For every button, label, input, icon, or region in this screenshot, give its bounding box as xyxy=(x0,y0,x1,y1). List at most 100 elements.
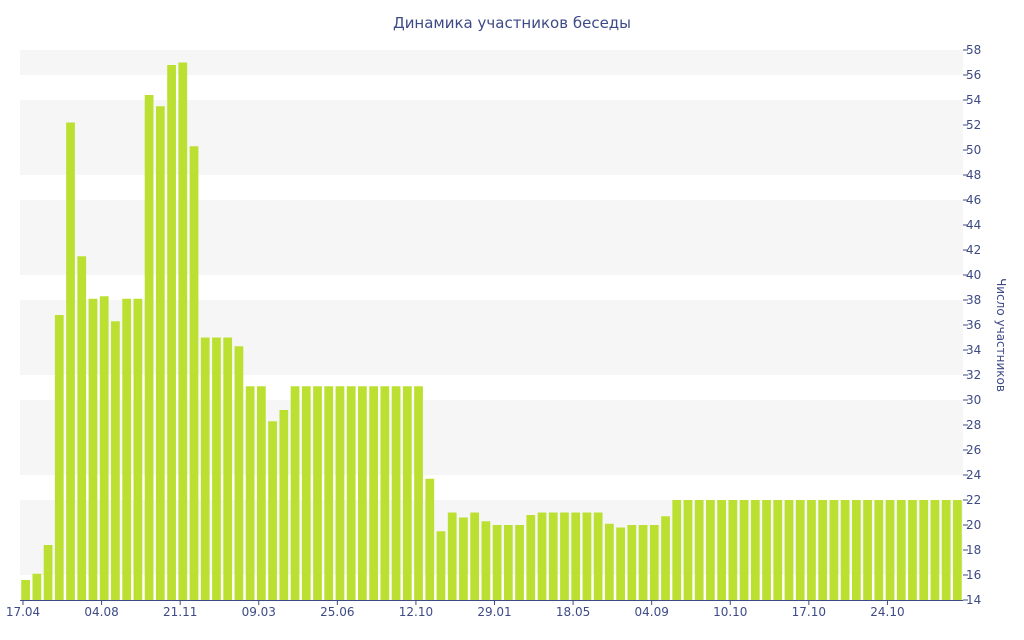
bar xyxy=(930,500,940,600)
y-tick-label: 42 xyxy=(966,243,981,257)
y-tick-label: 14 xyxy=(966,593,981,607)
bar xyxy=(739,500,749,600)
bar xyxy=(256,386,266,600)
bar xyxy=(358,386,367,600)
bar xyxy=(829,500,839,600)
bar xyxy=(492,525,502,600)
bar xyxy=(335,386,345,600)
grid-band xyxy=(20,175,963,200)
bar xyxy=(212,337,221,600)
bar xyxy=(649,525,659,600)
bar xyxy=(919,500,929,600)
bar xyxy=(88,298,98,600)
x-tick-label: 17.04 xyxy=(6,605,40,619)
bar xyxy=(279,410,289,600)
bar xyxy=(391,386,401,600)
bar xyxy=(346,386,356,600)
bar xyxy=(200,337,210,600)
bar xyxy=(683,500,693,600)
bar xyxy=(661,516,670,600)
x-tick-label: 18.05 xyxy=(556,605,590,619)
grid-band xyxy=(20,125,963,150)
grid-band xyxy=(20,375,963,400)
bar xyxy=(324,386,334,600)
bar xyxy=(155,106,165,600)
bar xyxy=(840,500,850,600)
bar xyxy=(414,386,423,600)
bar xyxy=(885,500,895,600)
bar xyxy=(144,95,154,600)
bar xyxy=(773,500,783,600)
bar xyxy=(425,478,435,600)
bar xyxy=(245,386,255,600)
bar xyxy=(784,500,794,600)
bar xyxy=(526,515,536,600)
bar xyxy=(459,517,468,600)
bar xyxy=(616,527,625,600)
grid-band xyxy=(20,475,963,500)
bar xyxy=(874,500,884,600)
bar xyxy=(470,512,480,600)
grid-bands xyxy=(20,50,963,600)
bar xyxy=(548,512,558,600)
x-axis-ticks: 17.04 04.08 21.11 09.03 25.06 12.10 29.01 18.05… xyxy=(6,600,905,619)
x-tick-label: 04.08 xyxy=(84,605,118,619)
x-tick-label: 21.11 xyxy=(163,605,197,619)
y-tick-label: 32 xyxy=(966,368,981,382)
bar xyxy=(515,525,524,600)
y-tick-label: 52 xyxy=(966,118,981,132)
bar xyxy=(402,386,412,600)
grid-band xyxy=(20,250,963,275)
bar xyxy=(571,512,581,600)
y-tick-label: 28 xyxy=(966,418,981,432)
bar xyxy=(863,500,872,600)
x-tick-label: 12.10 xyxy=(399,605,433,619)
grid-band xyxy=(20,75,963,100)
y-tick-label: 44 xyxy=(966,218,981,232)
bar xyxy=(290,386,300,600)
grid-band xyxy=(20,150,963,175)
y-tick-label: 50 xyxy=(966,143,981,157)
grid-band xyxy=(20,525,963,550)
bar xyxy=(795,500,805,600)
bar xyxy=(908,500,917,600)
grid-band xyxy=(20,300,963,325)
y-tick-label: 24 xyxy=(966,468,981,482)
bar xyxy=(43,545,53,600)
bar xyxy=(223,337,233,600)
bar xyxy=(605,523,614,600)
bar xyxy=(672,500,682,600)
bar xyxy=(436,531,446,600)
bar xyxy=(380,386,390,600)
bar xyxy=(133,298,143,600)
y-tick-label: 38 xyxy=(966,293,981,307)
grid-band xyxy=(20,575,963,600)
y-tick-label: 22 xyxy=(966,493,981,507)
bar xyxy=(167,65,176,600)
y-tick-label: 18 xyxy=(966,543,981,557)
bar xyxy=(122,298,132,600)
x-tick-label: 24.10 xyxy=(870,605,904,619)
bar xyxy=(447,512,457,600)
bar xyxy=(369,386,379,600)
bar xyxy=(582,512,592,600)
grid-band xyxy=(20,100,963,125)
grid-band xyxy=(20,50,963,75)
bar xyxy=(728,500,738,600)
bar xyxy=(301,386,311,600)
bar xyxy=(953,500,962,600)
grid-band xyxy=(20,450,963,475)
y-tick-label: 54 xyxy=(966,93,981,107)
grid-band xyxy=(20,350,963,375)
bar xyxy=(503,525,513,600)
x-tick-label: 09.03 xyxy=(242,605,276,619)
y-tick-label: 30 xyxy=(966,393,981,407)
x-tick-label: 25.06 xyxy=(320,605,354,619)
grid-band xyxy=(20,425,963,450)
bar xyxy=(234,346,244,600)
y-tick-label: 46 xyxy=(966,193,981,207)
bar xyxy=(77,256,87,600)
bar xyxy=(717,500,727,600)
bar xyxy=(268,421,277,600)
